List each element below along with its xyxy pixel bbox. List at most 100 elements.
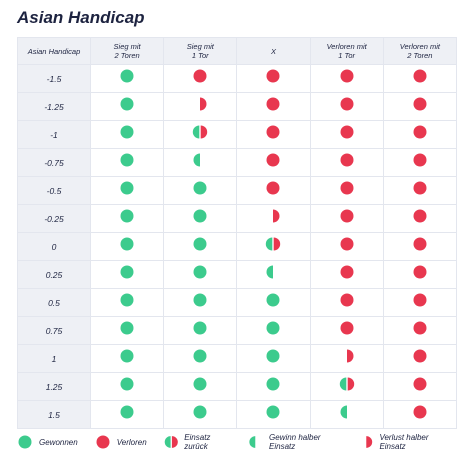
- status-icon: [340, 293, 354, 307]
- full-circle: [266, 377, 280, 391]
- half-left: [266, 237, 273, 251]
- status-cell: [236, 148, 311, 177]
- full-circle: [266, 293, 280, 307]
- full-circle: [193, 293, 207, 307]
- status-icon: [193, 349, 207, 363]
- full-circle: [193, 237, 207, 251]
- status-cell: [382, 64, 458, 93]
- status-icon: [340, 153, 354, 167]
- table-row: -0.25: [17, 204, 458, 233]
- status-cell: [163, 372, 238, 401]
- status-icon: [266, 293, 280, 307]
- full-circle: [340, 237, 354, 251]
- header-cell: Verloren mit 1 Tor: [309, 37, 384, 65]
- status-icon: [413, 321, 427, 335]
- status-cell: [309, 316, 384, 345]
- full-circle: [120, 377, 134, 391]
- status-icon: [120, 125, 134, 139]
- handicap-cell: -0.5: [17, 176, 91, 205]
- table-row: 0.75: [17, 316, 458, 345]
- status-icon: [266, 153, 280, 167]
- full-circle: [266, 181, 280, 195]
- status-cell: [236, 260, 311, 289]
- header-cell: Asian Handicap: [17, 37, 91, 65]
- status-icon: [193, 181, 207, 195]
- full-circle: [120, 237, 134, 251]
- status-cell: [89, 232, 165, 261]
- status-icon: [120, 209, 134, 223]
- full-circle: [18, 435, 32, 449]
- status-icon: [193, 153, 201, 167]
- status-icon: [413, 97, 427, 111]
- status-cell: [163, 400, 238, 429]
- status-icon: [193, 405, 207, 419]
- status-icon: [193, 69, 207, 83]
- full-circle: [193, 209, 207, 223]
- status-icon: [266, 349, 280, 363]
- status-cell: [236, 92, 311, 121]
- status-cell: [382, 344, 458, 373]
- full-circle: [340, 181, 354, 195]
- full-circle: [120, 125, 134, 139]
- status-cell: [309, 232, 384, 261]
- half-right: [347, 377, 354, 391]
- header-cell: X: [236, 37, 311, 65]
- status-cell: [309, 148, 384, 177]
- header-row: Asian Handicap Sieg mit 2 Toren Sieg mit 1…: [17, 37, 458, 65]
- handicap-cell: 0.75: [17, 316, 91, 345]
- status-cell: [382, 176, 458, 205]
- table-row: -0.5: [17, 176, 458, 205]
- legend-label: Verlust halber Einsatz: [379, 433, 429, 451]
- status-icon: [340, 69, 354, 83]
- status-cell: [89, 288, 165, 317]
- legend: Gewonnen Verloren Einsatz zurück Gewinn hal…: [17, 432, 467, 452]
- full-circle: [266, 321, 280, 335]
- status-icon: [413, 209, 427, 223]
- full-circle: [266, 153, 280, 167]
- handicap-cell: 1: [17, 344, 91, 373]
- half-right: [200, 125, 208, 139]
- full-circle: [120, 349, 134, 363]
- status-cell: [382, 400, 458, 429]
- table-row: 0.5: [17, 288, 458, 317]
- status-icon: [340, 265, 354, 279]
- status-cell: [89, 92, 165, 121]
- status-icon: [266, 265, 274, 279]
- status-cell: [163, 260, 238, 289]
- legend-item: Einsatz zurück: [164, 433, 232, 451]
- handicap-cell: -0.75: [17, 148, 91, 177]
- status-cell: [163, 120, 238, 149]
- status-icon: [413, 153, 427, 167]
- handicap-cell: -1: [17, 120, 91, 149]
- status-cell: [382, 148, 458, 177]
- half-left: [340, 405, 347, 419]
- status-icon: [120, 293, 134, 307]
- status-cell: [163, 288, 238, 317]
- status-icon: [18, 435, 32, 449]
- legend-item: Gewinn halber Einsatz: [248, 433, 341, 451]
- legend-label: Verloren: [116, 437, 147, 447]
- status-icon: [266, 97, 280, 111]
- status-icon: [164, 436, 178, 448]
- status-cell: [163, 344, 238, 373]
- status-icon: [266, 237, 281, 251]
- full-circle: [193, 405, 207, 419]
- status-cell: [236, 120, 311, 149]
- status-icon: [193, 125, 208, 139]
- status-cell: [309, 344, 384, 373]
- full-circle: [193, 69, 207, 83]
- table-row: -1.25: [17, 92, 458, 121]
- status-cell: [382, 316, 458, 345]
- status-cell: [89, 316, 165, 345]
- status-icon: [120, 237, 134, 251]
- status-cell: [309, 204, 384, 233]
- status-cell: [89, 148, 165, 177]
- status-icon: [266, 69, 280, 83]
- status-icon: [120, 349, 134, 363]
- status-cell: [89, 260, 165, 289]
- status-icon: [266, 321, 280, 335]
- full-circle: [266, 349, 280, 363]
- status-cell: [382, 232, 458, 261]
- status-cell: [236, 372, 311, 401]
